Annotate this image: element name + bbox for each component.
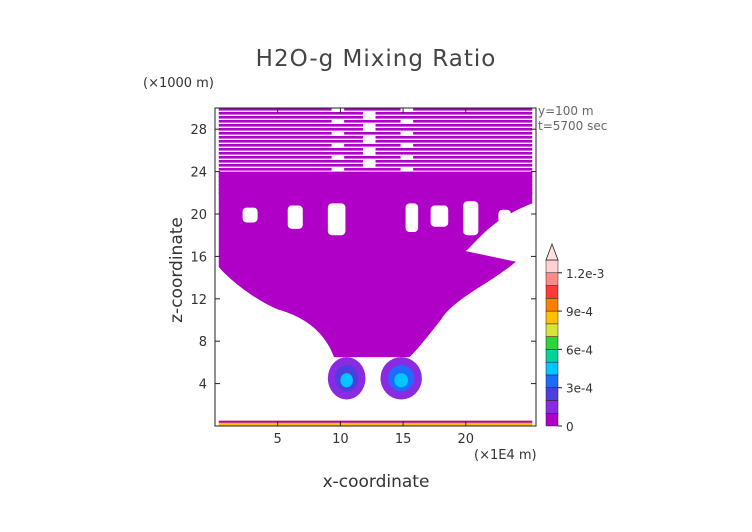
upper-band bbox=[375, 124, 533, 127]
x-axis-unit: (×1E4 m) bbox=[474, 448, 537, 463]
colorbar-swatch bbox=[545, 310, 559, 325]
y-tick-label: 24 bbox=[190, 166, 207, 181]
colorbar-tick-label: 0 bbox=[566, 420, 574, 434]
moisture-gap bbox=[498, 209, 511, 225]
upper-band bbox=[218, 144, 332, 147]
moisture-gap bbox=[430, 205, 449, 227]
colorbar-swatch bbox=[545, 387, 559, 401]
mixing-ratio-field bbox=[218, 108, 533, 426]
y-tick-label: 8 bbox=[199, 335, 207, 350]
upper-band bbox=[218, 132, 332, 135]
upper-band bbox=[375, 116, 533, 119]
upper-band bbox=[218, 160, 363, 163]
moisture-gap bbox=[287, 205, 303, 229]
upper-band bbox=[344, 108, 401, 111]
upper-band bbox=[375, 136, 533, 139]
upper-band bbox=[218, 152, 363, 155]
upper-band bbox=[344, 132, 401, 135]
y-tick-label: 12 bbox=[190, 293, 207, 308]
upper-band bbox=[218, 116, 363, 119]
upper-band bbox=[218, 128, 363, 131]
upper-band bbox=[375, 152, 533, 155]
moisture-gap bbox=[327, 203, 346, 236]
upper-band bbox=[413, 156, 533, 159]
moisture-gap bbox=[242, 207, 258, 223]
upper-band bbox=[218, 168, 332, 171]
upper-band bbox=[344, 120, 401, 123]
convective-core-left-core bbox=[340, 373, 353, 388]
upper-band bbox=[375, 140, 533, 143]
surface-layer-top bbox=[218, 420, 533, 423]
colorbar-swatch bbox=[545, 323, 559, 337]
upper-band bbox=[218, 156, 332, 159]
x-tick-label: 10 bbox=[332, 432, 349, 447]
colorbar-extend-arrow bbox=[545, 242, 559, 261]
moisture-gap bbox=[405, 203, 419, 233]
colorbar-swatch bbox=[545, 361, 559, 376]
y-tick-label: 16 bbox=[190, 250, 207, 265]
upper-band bbox=[375, 128, 533, 131]
colorbar-swatch bbox=[545, 412, 559, 427]
x-axis-label: x-coordinate bbox=[322, 472, 430, 492]
moisture-gap bbox=[463, 201, 479, 236]
z-axis-unit: (×1000 m) bbox=[143, 76, 214, 91]
plot-frame bbox=[214, 107, 537, 427]
upper-band bbox=[375, 112, 533, 115]
colorbar-swatch bbox=[545, 298, 559, 312]
y-tick-label: 4 bbox=[199, 378, 207, 393]
upper-band bbox=[413, 108, 533, 111]
x-tick-label: 15 bbox=[395, 432, 412, 447]
x-tick-label: 20 bbox=[458, 432, 475, 447]
chart-title: H2O-g Mixing Ratio bbox=[255, 46, 497, 72]
upper-band bbox=[375, 164, 533, 167]
upper-band bbox=[218, 136, 363, 139]
colorbar-swatch bbox=[545, 400, 559, 414]
upper-band bbox=[218, 164, 363, 167]
upper-band bbox=[413, 144, 533, 147]
y-tick-label: 20 bbox=[190, 208, 207, 223]
upper-band bbox=[218, 120, 332, 123]
colorbar-swatch bbox=[545, 259, 559, 274]
upper-band bbox=[218, 148, 363, 151]
upper-band bbox=[218, 108, 332, 111]
upper-band bbox=[218, 112, 363, 115]
annotation-y-position: y=100 m bbox=[538, 104, 594, 118]
axes: 5 10 15 20 4 8 12 16 20 24 28 bbox=[190, 108, 536, 447]
upper-band bbox=[413, 132, 533, 135]
upper-band bbox=[344, 144, 401, 147]
colorbar: 0 3e-4 6e-4 9e-4 1.2e-3 bbox=[545, 242, 604, 434]
upper-band bbox=[413, 120, 533, 123]
upper-band bbox=[344, 156, 401, 159]
colorbar-swatch bbox=[545, 349, 559, 363]
colorbar-swatch bbox=[545, 374, 559, 388]
upper-band bbox=[218, 124, 363, 127]
colorbar-tick-label: 3e-4 bbox=[566, 382, 593, 396]
x-tick-label: 5 bbox=[274, 432, 282, 447]
y-tick-label: 28 bbox=[190, 123, 207, 138]
upper-band bbox=[375, 160, 533, 163]
colorbar-swatch bbox=[545, 272, 559, 286]
upper-band bbox=[375, 148, 533, 151]
convective-core-right-core bbox=[394, 373, 409, 388]
colorbar-tick-label: 6e-4 bbox=[566, 343, 593, 357]
upper-band bbox=[344, 168, 401, 171]
colorbar-swatch bbox=[545, 336, 559, 350]
colorbar-tick-label: 1.2e-3 bbox=[566, 267, 604, 281]
colorbar-swatch bbox=[545, 285, 559, 299]
upper-band bbox=[218, 140, 363, 143]
middle-moist-layer bbox=[218, 171, 533, 358]
surface-layer bbox=[218, 420, 533, 426]
annotation-time: t=5700 sec bbox=[538, 119, 608, 133]
upper-band bbox=[413, 168, 533, 171]
colorbar-tick-label: 9e-4 bbox=[566, 305, 593, 319]
